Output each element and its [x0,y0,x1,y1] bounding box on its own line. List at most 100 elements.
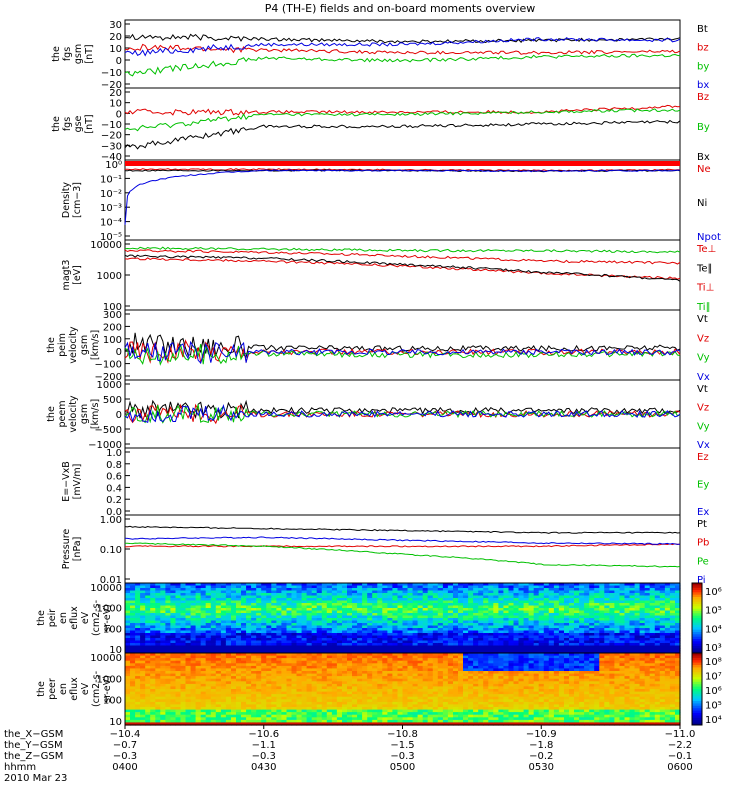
spectrogram-cell [256,653,262,657]
spectrogram-cell [357,610,363,614]
spectrogram-cell [402,615,409,619]
spectrogram-cell [483,605,489,609]
spectrogram-cell [508,593,515,597]
spectrogram-cell [286,699,293,703]
spectrogram-cell [175,635,182,639]
spectrogram-cell [488,610,494,614]
spectrogram-cell [412,623,419,627]
spectrogram-cell [231,655,237,659]
spectrogram-cell [352,583,358,587]
spectrogram-cell [301,620,308,624]
spectrogram-cell [180,585,187,589]
spectrogram-cell [367,671,373,675]
spectrogram-cell [397,615,404,619]
spectrogram-cell [271,650,277,654]
spectrogram-cell [271,638,277,642]
spectrogram-cell [291,625,298,629]
panel-ylabel: [cm−3] [72,182,83,218]
spectrogram-cell [518,628,525,632]
spectrogram-cell [463,618,469,622]
spectrogram-cell [251,640,257,644]
spectrogram-cell [185,638,192,642]
spectrogram-cell [135,598,141,602]
spectrogram-cell [271,618,277,622]
spectrogram-cell [155,633,161,637]
spectrogram-cell [276,714,282,718]
spectrogram-cell [427,660,434,664]
spectrogram-cell [286,620,293,624]
spectrogram-cell [205,696,212,700]
spectrogram-cell [362,615,368,619]
spectrogram-cell [155,681,161,685]
spectrogram-cell [256,635,262,639]
spectrogram-cell [574,585,580,589]
spectrogram-cell [523,620,530,624]
spectrogram-cell [422,613,429,617]
spectrogram-cell [644,583,651,587]
spectrogram-cell [609,615,615,619]
spectrogram-cell [367,603,373,607]
spectrogram-cell [569,598,575,602]
spectrogram-cell [281,653,287,657]
spectrogram-cell [523,630,530,634]
spectrogram-cell [150,694,156,698]
spectrogram-cell [241,633,247,637]
spectrogram-cell [463,630,469,634]
spectrogram-cell [342,701,348,706]
spectrogram-cell [387,600,393,604]
spectrogram-cell [382,605,388,609]
spectrogram-cell [301,696,308,700]
spectrogram-cell [205,598,212,602]
spectrogram-cell [675,608,681,612]
spectrogram-cell [281,709,287,713]
spectrogram-cell [331,605,338,609]
spectrogram-cell [336,663,343,667]
spectrogram-cell [417,714,424,718]
spectrogram-cell [463,640,469,644]
spectrogram-cell [478,635,484,639]
spectrogram-cell [145,701,151,706]
spectrogram-cell [185,701,192,706]
spectrogram-cell [382,603,388,607]
spectrogram-cell [145,605,151,609]
spectrogram-cell [246,628,252,632]
spectrogram-cell [437,638,444,642]
spectrogram-cell [367,615,373,619]
spectrogram-cell [321,653,328,657]
spectrogram-cell [301,623,308,627]
spectrogram-cell [417,648,424,652]
spectrogram-cell [225,655,232,659]
spectrogram-cell [276,665,282,670]
spectrogram-cell [200,712,207,716]
spectrogram-cell [599,615,605,619]
spectrogram-cell [296,650,303,654]
spectrogram-cell [205,707,212,711]
spectrogram-cell [225,608,232,612]
spectrogram-cell [548,635,555,639]
spectrogram-cell [135,655,141,659]
spectrogram-cell [321,585,328,589]
spectrogram-cell [417,600,424,604]
spectrogram-cell [266,665,272,670]
spectrogram-cell [125,696,131,700]
spectrogram-cell [185,704,192,708]
spectrogram-cell [649,615,656,619]
spectrogram-cell [225,714,232,718]
spectrogram-cell [402,691,409,695]
spectrogram-cell [140,707,146,711]
spectrogram-cell [553,610,560,614]
spectrogram-cell [220,620,227,624]
spectrogram-cell [135,663,141,667]
spectrogram-cell [135,650,141,654]
spectrogram-cell [342,583,348,587]
spectrogram-cell [518,638,525,642]
spectrogram-cell [301,643,308,647]
spectrogram-cell [437,585,444,589]
spectrogram-cell [675,600,681,604]
spectrogram-cell [513,603,520,607]
spectrogram-cell [236,645,242,649]
spectrogram-cell [251,650,257,654]
spectrogram-cell [382,608,388,612]
spectrogram-cell [125,583,131,587]
spectrogram-cell [367,663,373,667]
